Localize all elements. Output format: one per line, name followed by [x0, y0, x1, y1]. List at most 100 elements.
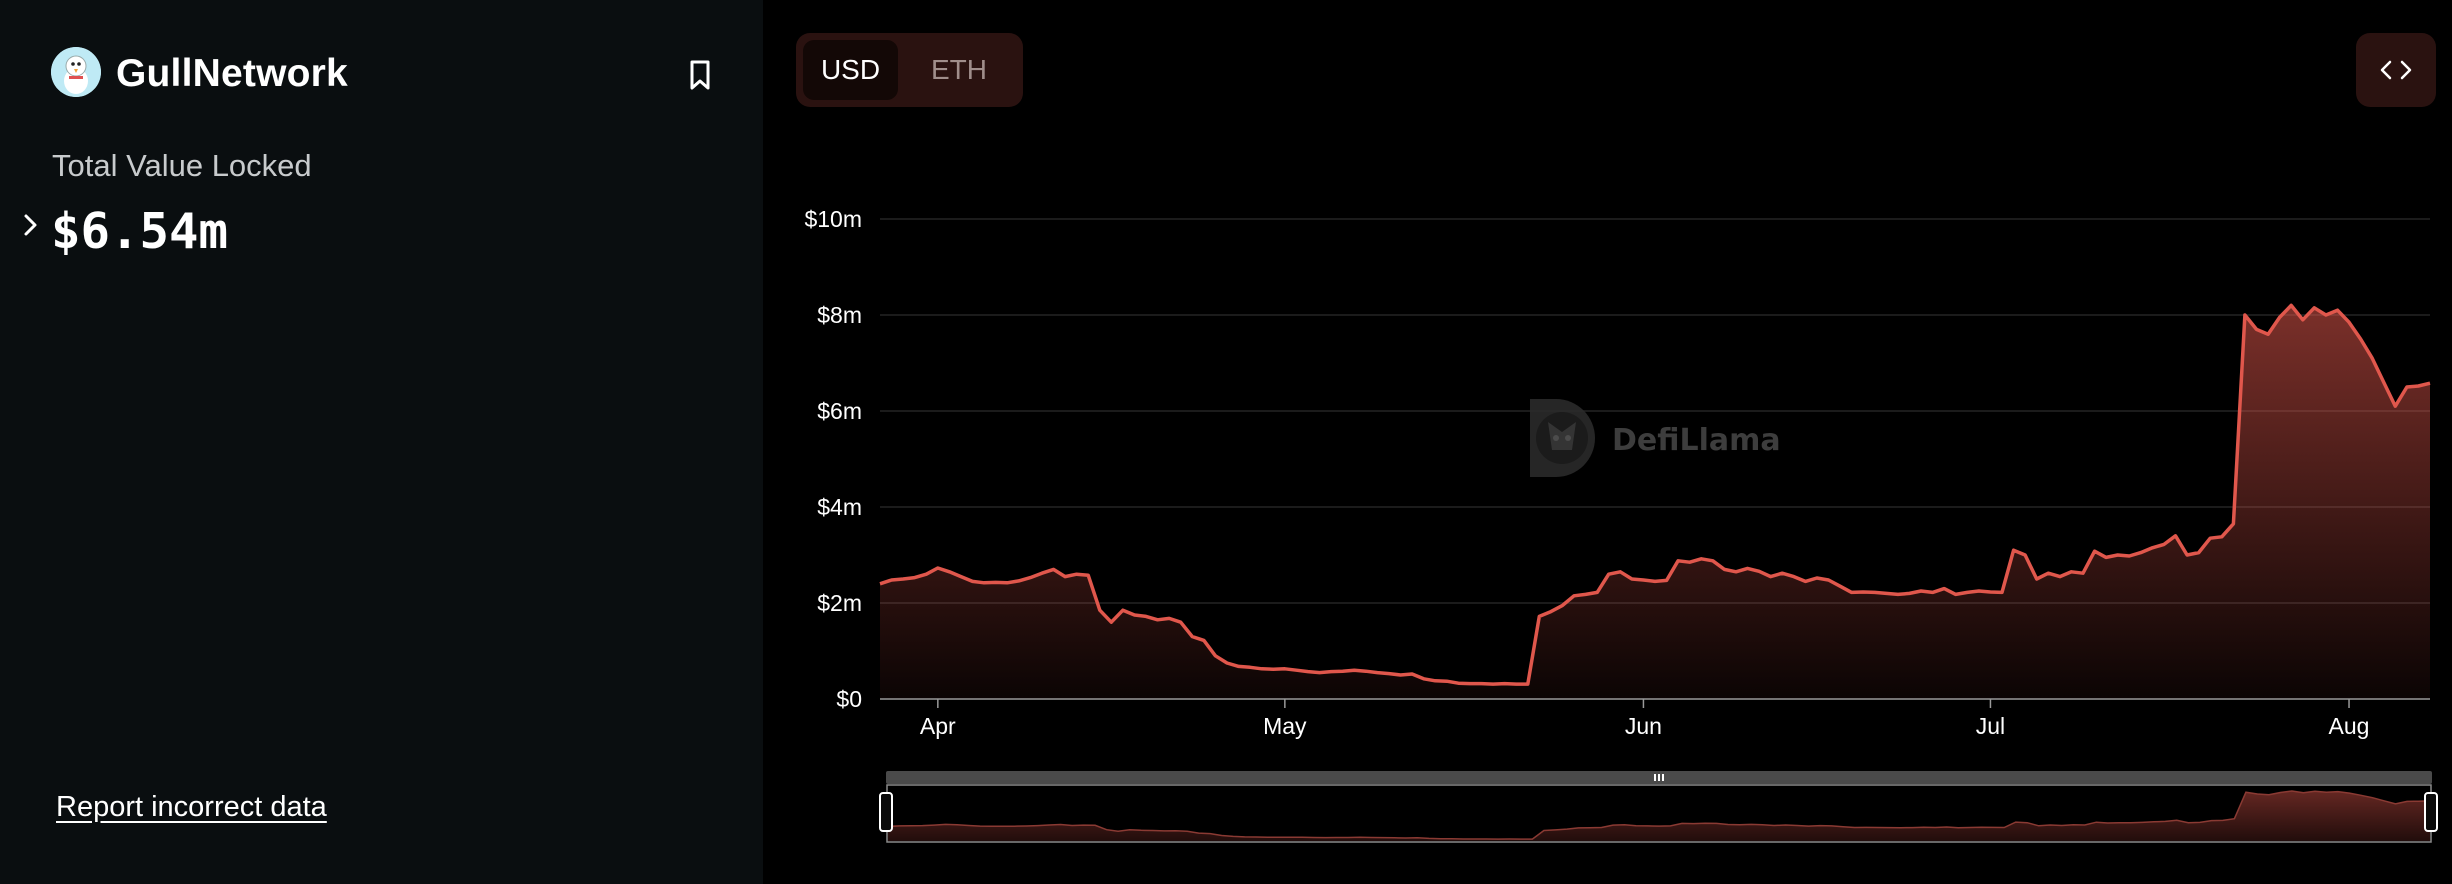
data-point[interactable]	[1606, 571, 1612, 577]
embed-button[interactable]	[2356, 33, 2436, 107]
data-point[interactable]	[2404, 384, 2410, 390]
data-point[interactable]	[1779, 570, 1785, 576]
data-point[interactable]	[1999, 589, 2005, 595]
data-point[interactable]	[946, 569, 952, 575]
data-point[interactable]	[1675, 558, 1681, 564]
data-point[interactable]	[1421, 676, 1427, 682]
data-point[interactable]	[1802, 578, 1808, 584]
data-point[interactable]	[2230, 521, 2236, 527]
data-point[interactable]	[1479, 681, 1485, 687]
data-point[interactable]	[2207, 535, 2213, 541]
data-point[interactable]	[923, 571, 929, 577]
data-point[interactable]	[1768, 574, 1774, 580]
data-point[interactable]	[1270, 666, 1276, 672]
data-point[interactable]	[1027, 575, 1033, 581]
data-point[interactable]	[1536, 613, 1542, 619]
data-point[interactable]	[2323, 312, 2329, 318]
data-point[interactable]	[1502, 681, 1508, 687]
data-point[interactable]	[1617, 569, 1623, 575]
data-point[interactable]	[1791, 574, 1797, 580]
data-point[interactable]	[2126, 553, 2132, 559]
data-point[interactable]	[1583, 591, 1589, 597]
data-point[interactable]	[2149, 545, 2155, 551]
data-point[interactable]	[2242, 312, 2248, 318]
report-incorrect-data-link[interactable]: Report incorrect data	[56, 791, 327, 823]
data-point[interactable]	[2011, 547, 2017, 553]
data-point[interactable]	[2265, 331, 2271, 337]
data-point[interactable]	[2034, 576, 2040, 582]
data-point[interactable]	[2288, 302, 2294, 308]
data-point[interactable]	[1594, 589, 1600, 595]
data-point[interactable]	[1039, 570, 1045, 576]
data-point[interactable]	[1571, 593, 1577, 599]
data-point[interactable]	[2045, 570, 2051, 576]
data-point[interactable]	[1074, 571, 1080, 577]
data-point[interactable]	[1097, 607, 1103, 613]
data-point[interactable]	[1085, 572, 1091, 578]
data-point[interactable]	[2277, 314, 2283, 320]
data-point[interactable]	[1051, 566, 1057, 572]
data-point[interactable]	[1340, 668, 1346, 674]
data-point[interactable]	[1733, 569, 1739, 575]
data-point[interactable]	[2392, 403, 2398, 409]
data-point[interactable]	[1224, 660, 1230, 666]
data-point[interactable]	[1293, 667, 1299, 673]
data-point[interactable]	[2427, 380, 2433, 386]
data-point[interactable]	[1987, 589, 1993, 595]
data-point[interactable]	[958, 574, 964, 580]
data-point[interactable]	[1895, 591, 1901, 597]
data-point[interactable]	[912, 575, 918, 581]
data-point[interactable]	[2138, 550, 2144, 556]
data-point[interactable]	[1016, 578, 1022, 584]
data-point[interactable]	[981, 580, 987, 586]
data-point[interactable]	[1201, 637, 1207, 643]
data-point[interactable]	[2381, 379, 2387, 385]
data-point[interactable]	[1444, 678, 1450, 684]
data-point[interactable]	[2196, 550, 2202, 556]
toggle-eth[interactable]: ETH	[931, 54, 987, 85]
data-point[interactable]	[1062, 574, 1068, 580]
data-point[interactable]	[1525, 681, 1531, 687]
data-point[interactable]	[1907, 590, 1913, 596]
toggle-usd[interactable]: USD	[803, 40, 898, 100]
data-point[interactable]	[2161, 541, 2167, 547]
data-point[interactable]	[935, 565, 941, 571]
data-point[interactable]	[889, 577, 895, 583]
data-point[interactable]	[1467, 681, 1473, 687]
data-point[interactable]	[1108, 619, 1114, 625]
data-point[interactable]	[1178, 619, 1184, 625]
data-point[interactable]	[2092, 548, 2098, 554]
data-point[interactable]	[2173, 533, 2179, 539]
data-point[interactable]	[1953, 591, 1959, 597]
data-point[interactable]	[2068, 569, 2074, 575]
data-point[interactable]	[2346, 319, 2352, 325]
data-point[interactable]	[1629, 576, 1635, 582]
data-point[interactable]	[1155, 617, 1161, 623]
data-point[interactable]	[1814, 575, 1820, 581]
data-point[interactable]	[1409, 671, 1415, 677]
data-point[interactable]	[1455, 680, 1461, 686]
data-point[interactable]	[2311, 305, 2317, 311]
data-point[interactable]	[1883, 590, 1889, 596]
date-range-slider[interactable]	[879, 771, 2438, 843]
data-point[interactable]	[1872, 589, 1878, 595]
data-point[interactable]	[1351, 667, 1357, 673]
data-point[interactable]	[1490, 681, 1496, 687]
data-point[interactable]	[877, 581, 883, 587]
data-point[interactable]	[1698, 556, 1704, 562]
data-point[interactable]	[1374, 670, 1380, 676]
data-point[interactable]	[2080, 570, 2086, 576]
data-point[interactable]	[2358, 336, 2364, 342]
data-point[interactable]	[2415, 383, 2421, 389]
data-point[interactable]	[2335, 307, 2341, 313]
data-point[interactable]	[1976, 588, 1982, 594]
data-point[interactable]	[1236, 663, 1242, 669]
data-point[interactable]	[2115, 552, 2121, 558]
data-point[interactable]	[1398, 672, 1404, 678]
data-point[interactable]	[1259, 666, 1265, 672]
data-point[interactable]	[1826, 577, 1832, 583]
range-handle-right[interactable]	[2424, 792, 2438, 832]
data-point[interactable]	[2300, 317, 2306, 323]
range-handle-left[interactable]	[879, 792, 893, 832]
data-point[interactable]	[1120, 607, 1126, 613]
